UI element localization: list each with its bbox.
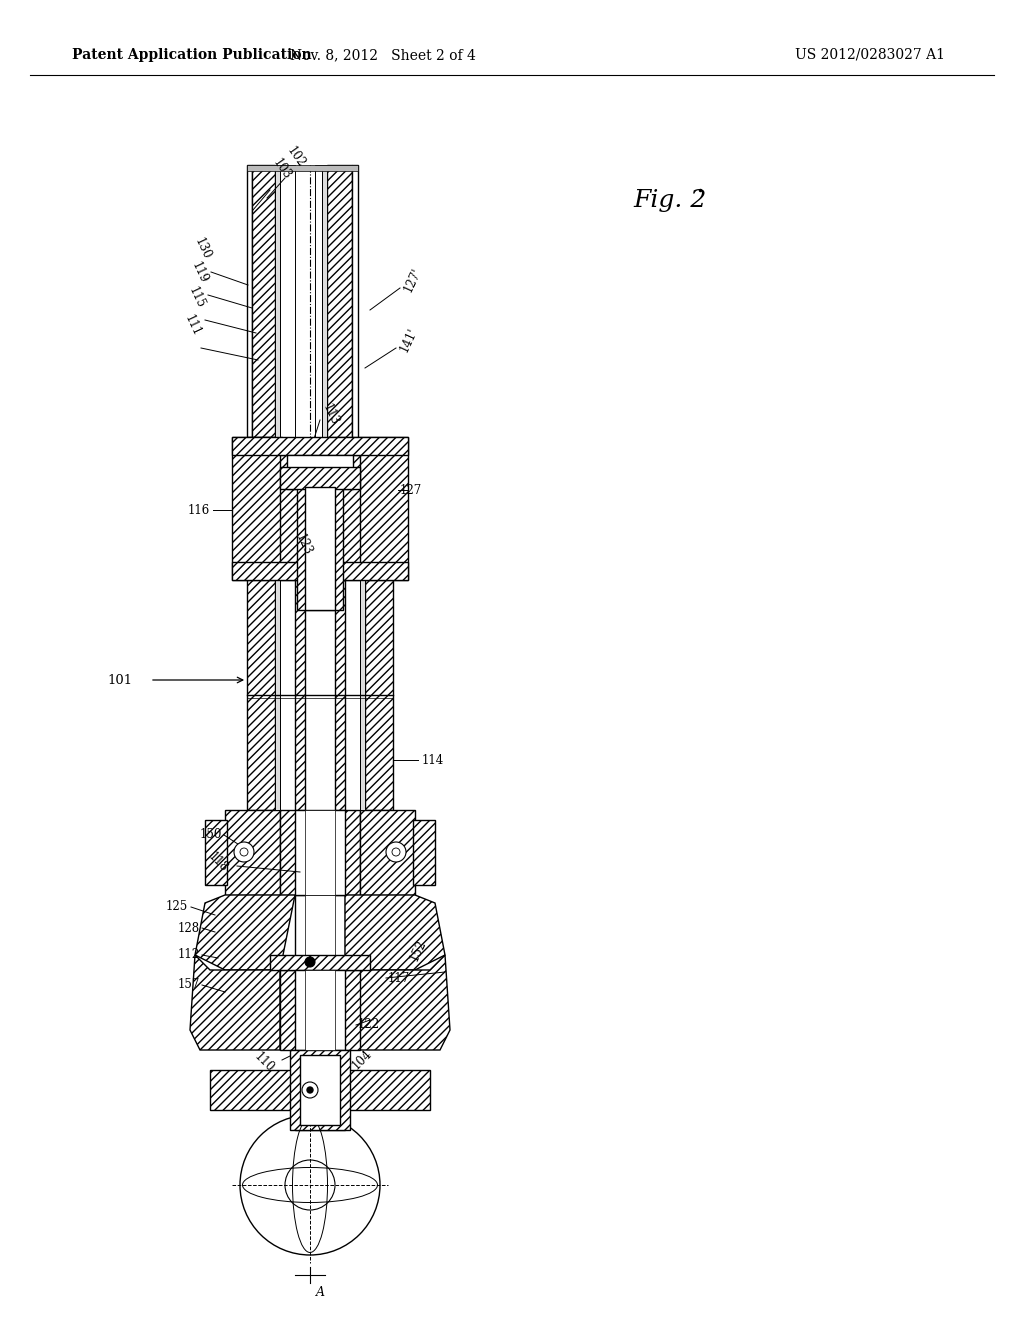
Polygon shape (360, 954, 450, 1049)
Bar (358, 437, 408, 579)
Text: 141': 141' (398, 326, 421, 354)
Text: 127': 127' (402, 265, 425, 294)
Bar (360, 579, 365, 810)
Bar (295, 895, 345, 970)
Bar (232, 437, 408, 455)
Text: 110: 110 (251, 1049, 276, 1074)
Circle shape (302, 1082, 318, 1098)
Bar (305, 970, 335, 1049)
Bar (345, 579, 360, 810)
Bar (297, 487, 343, 610)
Text: 115: 115 (185, 284, 207, 310)
Text: 150: 150 (200, 829, 222, 842)
Bar (352, 165, 358, 437)
Bar (315, 165, 322, 437)
Circle shape (240, 847, 248, 855)
Bar (287, 455, 353, 488)
Bar (295, 1119, 345, 1130)
Text: 119: 119 (188, 259, 210, 285)
Text: 127: 127 (400, 483, 422, 496)
Bar (290, 1049, 350, 1130)
Text: 125: 125 (166, 900, 188, 913)
Text: 102: 102 (284, 144, 307, 170)
Bar (305, 810, 335, 895)
Bar (295, 579, 345, 810)
Bar (280, 467, 360, 488)
Bar (232, 437, 282, 579)
Text: 103: 103 (270, 156, 294, 182)
Polygon shape (345, 895, 445, 970)
Bar (295, 810, 345, 895)
Bar (280, 970, 360, 1049)
Text: Nov. 8, 2012   Sheet 2 of 4: Nov. 8, 2012 Sheet 2 of 4 (290, 48, 476, 62)
Bar (295, 970, 345, 1049)
Circle shape (240, 1115, 380, 1255)
Bar (305, 487, 335, 610)
Circle shape (234, 842, 254, 862)
Text: 104: 104 (350, 1048, 375, 1073)
Bar (360, 810, 415, 895)
Bar (275, 165, 280, 437)
Text: US 2012/0283027 A1: US 2012/0283027 A1 (795, 48, 945, 62)
Text: 112: 112 (178, 949, 200, 961)
Circle shape (305, 957, 315, 968)
Bar (322, 165, 327, 437)
Text: 130: 130 (191, 236, 213, 261)
Bar (225, 810, 280, 895)
Bar (252, 165, 275, 437)
Bar (270, 954, 370, 970)
Bar (210, 1071, 430, 1110)
Text: 123: 123 (293, 532, 313, 558)
Text: 128: 128 (178, 921, 200, 935)
Text: Fig. 2: Fig. 2 (634, 189, 707, 211)
Text: 111: 111 (182, 313, 203, 338)
Text: 122: 122 (358, 1019, 380, 1031)
Text: Patent Application Publication: Patent Application Publication (72, 48, 311, 62)
Bar (305, 895, 335, 970)
Bar (232, 562, 408, 579)
Text: 113: 113 (319, 403, 341, 428)
Bar (247, 165, 252, 437)
Text: 118: 118 (205, 850, 230, 874)
Bar (305, 579, 335, 810)
Bar (280, 810, 360, 895)
Text: 117: 117 (388, 972, 411, 985)
Text: 152: 152 (408, 937, 429, 962)
Polygon shape (195, 895, 295, 970)
Text: 157: 157 (177, 978, 200, 991)
Bar (247, 165, 358, 172)
Text: 114: 114 (422, 754, 444, 767)
Circle shape (386, 842, 406, 862)
Bar (205, 820, 227, 884)
Bar (280, 455, 360, 579)
Circle shape (392, 847, 400, 855)
Text: 116: 116 (187, 503, 210, 516)
Text: 101: 101 (108, 673, 133, 686)
Circle shape (285, 1160, 335, 1210)
Bar (413, 820, 435, 884)
Polygon shape (190, 954, 280, 1049)
Bar (365, 579, 393, 810)
Text: A: A (315, 1287, 325, 1299)
Bar (280, 579, 295, 810)
Bar (280, 165, 295, 437)
Bar (275, 579, 280, 810)
Bar (300, 1055, 340, 1125)
Bar (327, 165, 352, 437)
Circle shape (307, 1086, 313, 1093)
Bar (247, 579, 275, 810)
